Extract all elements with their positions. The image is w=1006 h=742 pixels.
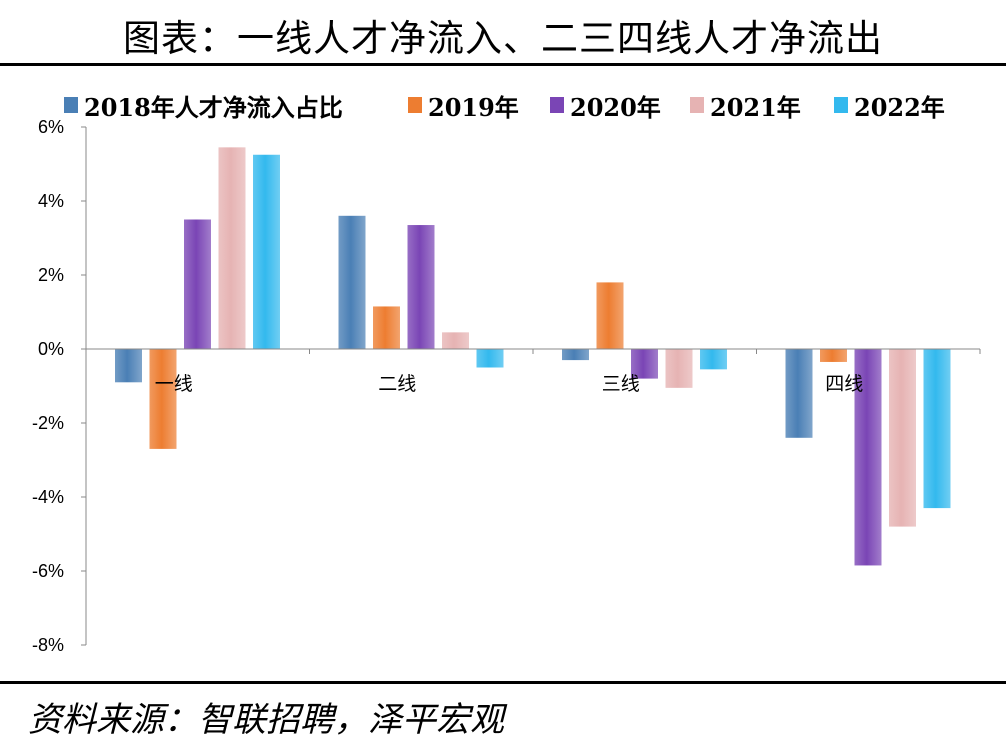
bar: [562, 349, 589, 361]
title-rule: [0, 63, 1006, 66]
legend-label: 2019年: [428, 92, 519, 122]
bar: [184, 219, 211, 349]
x-category-label: 一线: [155, 373, 193, 395]
bar: [596, 282, 624, 349]
y-tick-label: 6%: [38, 117, 64, 137]
legend-swatch: [834, 97, 848, 113]
bar: [115, 349, 142, 383]
legend: 2018年人才净流入占比 2019年 2020年 2021年 2022年: [64, 88, 994, 122]
bar: [785, 349, 813, 438]
y-tick-label: 0%: [38, 339, 64, 359]
bar: [338, 215, 366, 349]
x-category-label: 三线: [602, 373, 640, 395]
y-tick-label: -6%: [32, 561, 64, 581]
legend-swatch: [550, 97, 564, 113]
chart-plot: 6% 4% 2% 0% -2% -4% -6% -8% 一线 二线 三线 四线: [32, 117, 981, 655]
x-category-label: 四线: [825, 373, 863, 395]
legend-item: 2021年: [690, 88, 801, 122]
source-rule: [0, 681, 1006, 684]
legend-swatch: [690, 97, 704, 113]
chart-title: 图表：一线人才净流入、二三四线人才净流出: [123, 17, 883, 60]
bar: [665, 349, 693, 388]
legend-item: 2018年人才净流入占比: [64, 88, 343, 122]
y-tick-label: 2%: [38, 265, 64, 285]
bar: [631, 349, 658, 379]
bar: [442, 332, 469, 349]
bar: [253, 154, 280, 349]
legend-swatch: [64, 97, 78, 113]
bar: [476, 349, 504, 368]
bar: [820, 349, 847, 362]
legend-item: 2020年: [550, 88, 661, 122]
bar: [700, 349, 727, 370]
legend-label: 2020年: [570, 92, 661, 122]
y-tick-label: 4%: [38, 191, 64, 211]
bar: [373, 306, 400, 349]
bar: [218, 147, 246, 349]
y-tick-label: -2%: [32, 413, 64, 433]
bar: [407, 225, 435, 349]
legend-label: 2022年: [854, 92, 945, 122]
bar: [923, 349, 951, 509]
legend-label: 2021年: [710, 92, 801, 122]
source-note: 资料来源：智联招聘，泽平宏观: [28, 700, 504, 740]
legend-item: 2022年: [834, 88, 945, 122]
legend-label: 2018年人才净流入占比: [84, 92, 343, 122]
y-tick-label: -4%: [32, 487, 64, 507]
bar: [149, 349, 177, 449]
y-tick-label: -8%: [32, 635, 64, 655]
bar: [889, 349, 916, 527]
legend-item: 2019年: [408, 88, 519, 122]
bar: [854, 349, 882, 566]
x-category-label: 二线: [378, 373, 416, 395]
legend-swatch: [408, 97, 422, 113]
